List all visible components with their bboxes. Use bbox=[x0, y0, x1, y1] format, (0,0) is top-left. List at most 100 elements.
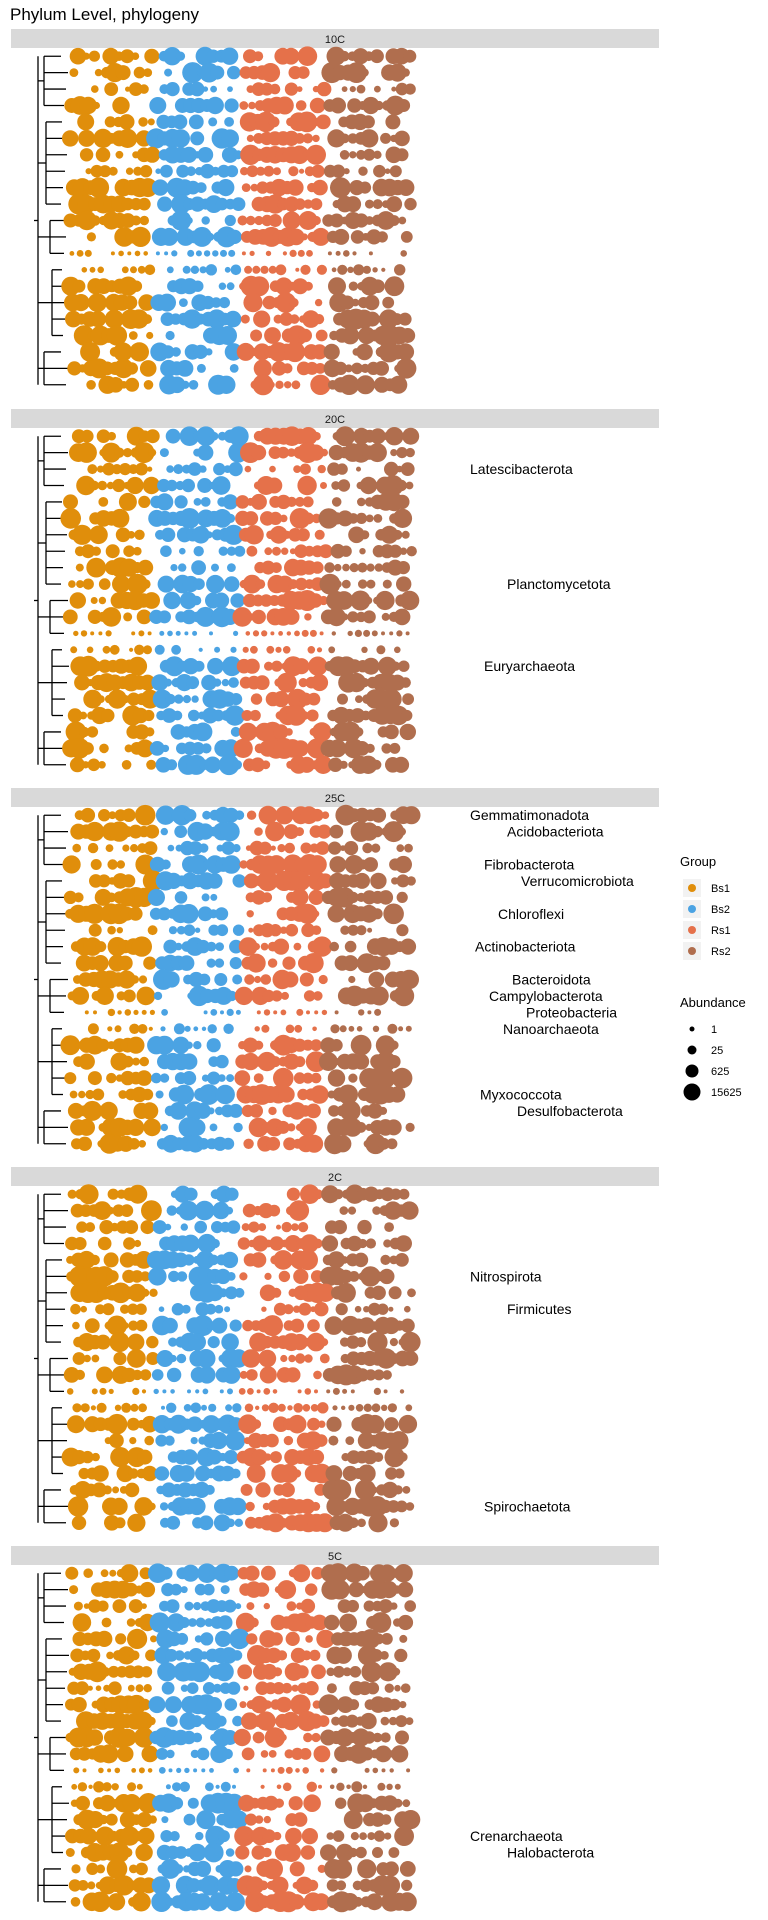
bubble-Bs2 bbox=[217, 375, 236, 394]
bubble-Bs1 bbox=[126, 476, 144, 495]
bubble-Bs2 bbox=[222, 1365, 241, 1384]
bubble-Rs2 bbox=[348, 1581, 364, 1598]
bubble-Rs1 bbox=[302, 512, 315, 525]
bubble-Rs2 bbox=[360, 530, 370, 540]
bubble-Rs2 bbox=[379, 1106, 388, 1115]
bubble-Bs2 bbox=[162, 1389, 167, 1394]
bubble-Bs2 bbox=[230, 693, 243, 706]
bubble-Rs1 bbox=[308, 593, 323, 608]
bubble-Bs1 bbox=[69, 1585, 79, 1595]
bubble-Rs1 bbox=[314, 298, 323, 307]
bubble-Bs1 bbox=[107, 859, 118, 870]
bubble-Rs1 bbox=[311, 925, 322, 935]
bubble-Rs2 bbox=[358, 181, 372, 194]
bubble-Bs2 bbox=[172, 1036, 190, 1054]
bubble-Bs1 bbox=[124, 1482, 140, 1498]
bubble-Bs1 bbox=[135, 1684, 144, 1693]
bubble-Rs1 bbox=[254, 1582, 270, 1597]
bubble-Rs2 bbox=[380, 1814, 392, 1825]
bubble-Bs1 bbox=[135, 1303, 147, 1315]
phylum-label: Euryarchaeota bbox=[484, 658, 575, 674]
bubble-Bs1 bbox=[77, 1136, 93, 1152]
bubble-Rs1 bbox=[285, 923, 299, 937]
bubble-Rs2 bbox=[337, 264, 348, 275]
bubble-Bs2 bbox=[215, 907, 229, 921]
bubble-Bs2 bbox=[214, 973, 228, 986]
bubble-Bs1 bbox=[80, 807, 96, 823]
bubble-Bs1 bbox=[149, 1009, 155, 1016]
bubble-Rs2 bbox=[381, 1795, 398, 1812]
bubble-Bs2 bbox=[222, 1137, 235, 1150]
bubble-Rs2 bbox=[398, 1414, 418, 1434]
bubble-Rs2 bbox=[394, 264, 406, 276]
bubble-Rs1 bbox=[296, 86, 303, 92]
bubble-Rs2 bbox=[399, 1634, 408, 1643]
bubble-Rs1 bbox=[284, 1235, 302, 1252]
bubble-Bs2 bbox=[159, 448, 169, 458]
bubble-Rs1 bbox=[251, 445, 267, 461]
bubble-Rs1 bbox=[272, 1667, 283, 1677]
bubble-Bs1 bbox=[131, 1892, 151, 1912]
bubble-Rs1 bbox=[321, 1009, 328, 1016]
bubble-Bs2 bbox=[164, 656, 185, 677]
bubble-Rs1 bbox=[294, 1056, 306, 1068]
bubble-Rs1 bbox=[238, 1414, 258, 1434]
bubble-Bs1 bbox=[107, 925, 116, 935]
bubble-Rs1 bbox=[286, 496, 297, 507]
bubble-Rs1 bbox=[276, 494, 291, 510]
bubble-Rs2 bbox=[379, 1268, 395, 1285]
bubble-Bs2 bbox=[190, 1715, 203, 1728]
bubble-Rs1 bbox=[245, 631, 251, 636]
bubble-Bs2 bbox=[155, 251, 160, 256]
bubble-Rs2 bbox=[374, 100, 384, 111]
bubble-Rs1 bbox=[258, 805, 278, 825]
facet-panels: 10C20CLatescibacterotaPlanctomycetotaEur… bbox=[11, 29, 659, 1913]
bubble-Rs1 bbox=[263, 1009, 271, 1016]
bubble-Rs1 bbox=[274, 1798, 284, 1808]
bubble-Rs2 bbox=[395, 479, 407, 492]
bubble-Rs2 bbox=[383, 903, 404, 925]
bubble-Bs2 bbox=[158, 1767, 166, 1774]
bubble-Rs1 bbox=[293, 1469, 302, 1478]
bubble-Rs1 bbox=[244, 1865, 252, 1873]
bubble-Bs2 bbox=[225, 1430, 246, 1451]
bubble-Rs1 bbox=[249, 250, 255, 256]
bubble-Bs2 bbox=[215, 1715, 227, 1727]
bubble-Rs1 bbox=[272, 1389, 278, 1394]
bubble-Rs1 bbox=[243, 293, 263, 313]
bubble-Bs2 bbox=[202, 1388, 209, 1395]
bubble-Rs1 bbox=[273, 691, 290, 708]
bubble-Rs1 bbox=[310, 1404, 319, 1412]
bubble-Rs1 bbox=[303, 1794, 321, 1812]
bubble-Bs2 bbox=[166, 1402, 177, 1414]
bubble-Rs2 bbox=[382, 1370, 392, 1380]
bubble-Rs1 bbox=[292, 1564, 311, 1583]
bubble-Rs2 bbox=[341, 579, 351, 589]
bubble-Rs2 bbox=[363, 1600, 375, 1612]
bubble-Rs1 bbox=[242, 1319, 254, 1332]
bubble-Bs2 bbox=[159, 1502, 169, 1511]
bubble-Rs1 bbox=[311, 561, 324, 574]
bubble-Bs1 bbox=[101, 708, 115, 723]
bubble-Bs1 bbox=[97, 1600, 109, 1612]
bubble-Rs2 bbox=[363, 1403, 372, 1413]
bubble-Bs2 bbox=[205, 1782, 214, 1792]
bubble-Bs1 bbox=[72, 1613, 92, 1632]
bubble-Bs2 bbox=[156, 493, 174, 511]
bubble-Bs1 bbox=[80, 1827, 98, 1845]
bubble-Bs1 bbox=[71, 987, 90, 1005]
bubble-Rs2 bbox=[371, 807, 387, 823]
bubble-Rs1 bbox=[289, 314, 300, 324]
bubble-Bs2 bbox=[155, 168, 161, 174]
bubble-Bs1 bbox=[115, 150, 124, 159]
bubble-Bs2 bbox=[181, 380, 190, 389]
bubble-Rs1 bbox=[314, 529, 325, 540]
bubble-Rs2 bbox=[356, 1337, 367, 1348]
bubble-Rs2 bbox=[405, 631, 410, 636]
bubble-Rs1 bbox=[264, 1453, 272, 1461]
bubble-Rs1 bbox=[294, 544, 308, 558]
bubble-Bs1 bbox=[107, 377, 124, 393]
bubble-Rs1 bbox=[262, 1502, 271, 1511]
bubble-Bs1 bbox=[82, 1768, 87, 1773]
bubble-Rs1 bbox=[300, 842, 312, 854]
